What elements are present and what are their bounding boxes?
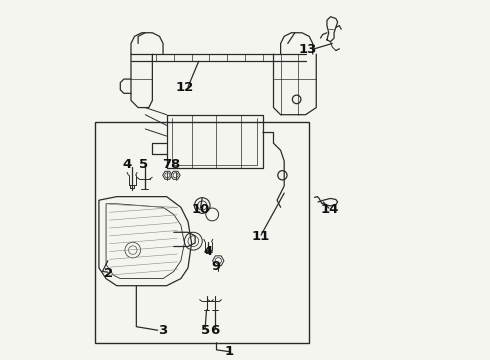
Polygon shape xyxy=(213,256,224,266)
Polygon shape xyxy=(106,204,184,279)
Text: 13: 13 xyxy=(298,43,317,57)
Text: 11: 11 xyxy=(252,230,270,243)
Text: 14: 14 xyxy=(320,203,339,216)
Text: 12: 12 xyxy=(175,81,194,94)
Polygon shape xyxy=(99,197,192,286)
Text: 1: 1 xyxy=(224,345,234,358)
Text: 8: 8 xyxy=(170,158,179,171)
Text: 4: 4 xyxy=(123,158,132,171)
Text: 6: 6 xyxy=(210,324,220,337)
Text: 9: 9 xyxy=(211,260,220,273)
Text: 5: 5 xyxy=(139,158,148,171)
Polygon shape xyxy=(171,171,180,179)
Text: 3: 3 xyxy=(158,324,168,337)
Bar xyxy=(96,122,309,343)
Text: 5: 5 xyxy=(200,324,210,337)
Text: 10: 10 xyxy=(191,203,210,216)
Polygon shape xyxy=(163,171,172,179)
Text: 4: 4 xyxy=(204,246,213,258)
Text: 2: 2 xyxy=(104,267,114,280)
Text: 7: 7 xyxy=(162,158,171,171)
